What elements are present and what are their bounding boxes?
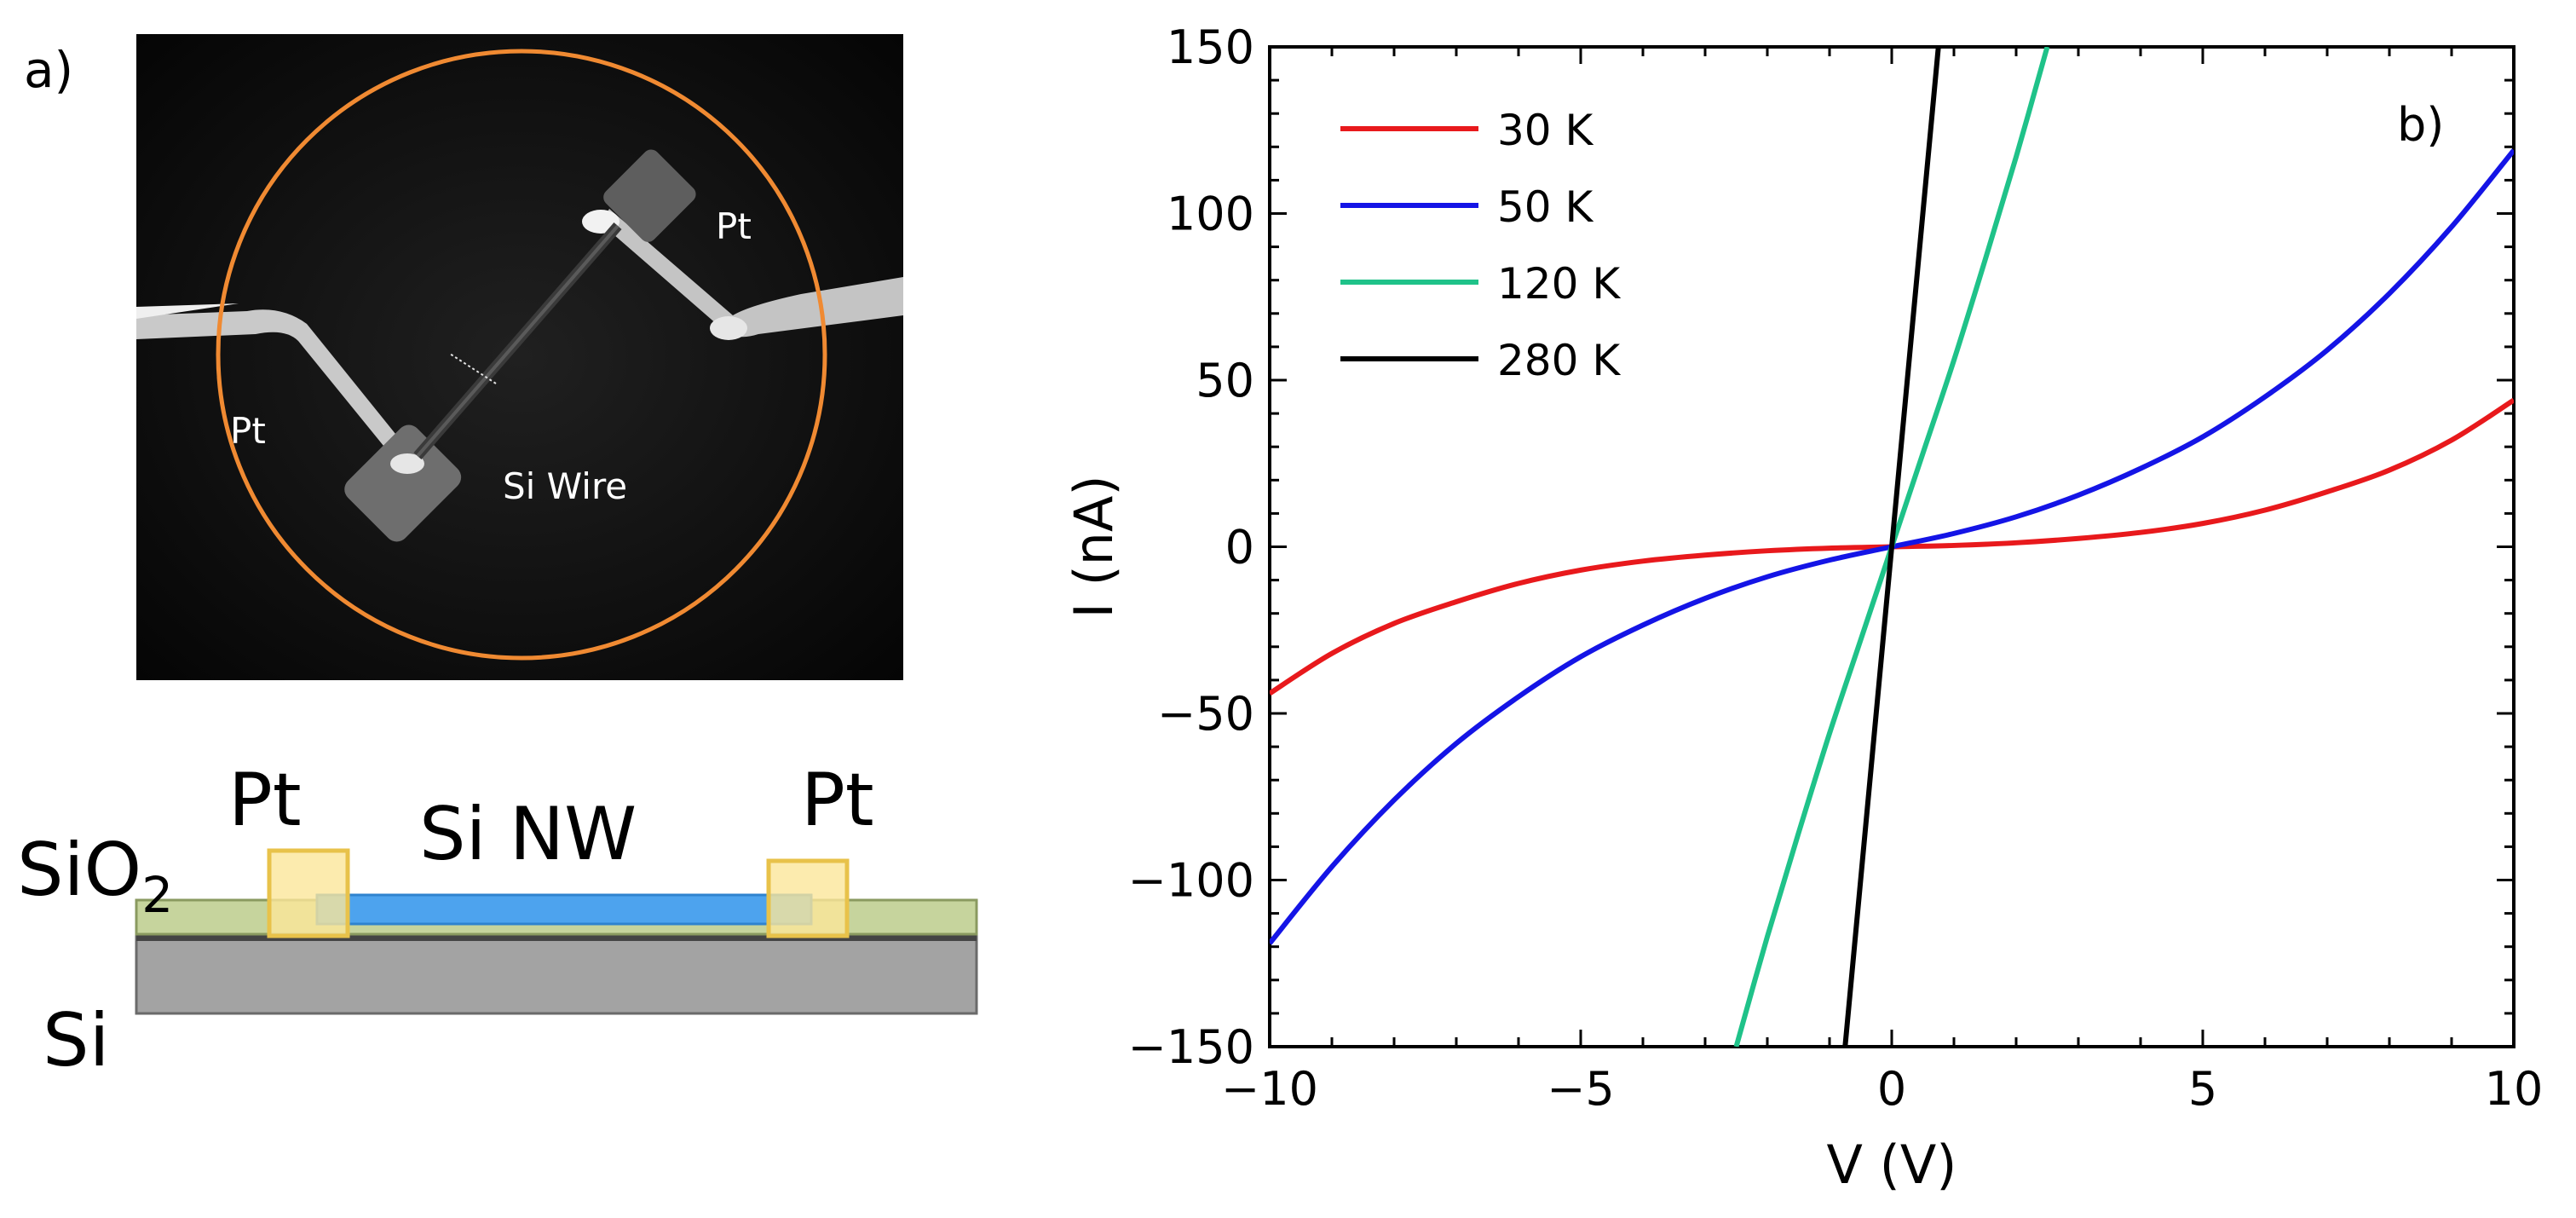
y-tick-label: 50: [1196, 354, 1254, 407]
left-lead: [136, 309, 413, 469]
legend-label: 30 K: [1497, 106, 1594, 155]
highlight-circle: [216, 49, 827, 661]
schematic-substrate-label: Si: [43, 998, 109, 1083]
x-tick-label: 5: [2188, 1062, 2217, 1116]
panel-b-label: b): [2397, 98, 2444, 152]
schematic-pt-left-label: Pt: [228, 758, 302, 843]
si-wire-core: [416, 224, 620, 458]
micrograph-background: [136, 34, 903, 680]
x-tick-label: −10: [1221, 1062, 1318, 1116]
micrograph-pt-right-label: Pt: [716, 205, 752, 247]
y-axis-label: I (nA): [1063, 475, 1125, 618]
x-tick-label: 10: [2485, 1062, 2544, 1116]
right-pad: [603, 149, 696, 242]
left-lead-highlight: [136, 303, 239, 319]
oxide-label-sub: 2: [141, 866, 173, 924]
x-axis-label: V (V): [1827, 1134, 1957, 1196]
legend-label: 50 K: [1497, 182, 1594, 232]
schematic-pt-right-label: Pt: [801, 758, 874, 843]
pt-contact-right: [766, 858, 850, 938]
schematic-oxide-label: SiO2: [17, 828, 173, 924]
y-tick-label: 150: [1167, 20, 1254, 74]
series-layer: [1270, 47, 2514, 1047]
si-substrate: [135, 931, 978, 1015]
pt-contact-left: [267, 848, 350, 938]
legend-layer: 30 K 50 K 120 K 280 K: [1340, 106, 1621, 385]
series-line-280-k: [1842, 47, 1941, 1047]
panel-a-label: a): [24, 41, 74, 99]
x-tick-label: −5: [1547, 1062, 1615, 1116]
y-tick-label: 0: [1225, 521, 1254, 574]
series-group: [1270, 47, 2514, 1047]
oxide-label-base: SiO: [17, 828, 141, 913]
si-nanowire: [315, 893, 813, 926]
micrograph-pt-left-label: Pt: [230, 410, 266, 452]
legend-label: 120 K: [1497, 259, 1621, 309]
y-tick-label: −100: [1128, 854, 1254, 908]
left-pad: [344, 424, 462, 542]
device-schematic: Pt Pt Si NW SiO2 Si: [0, 733, 1023, 1091]
iv-chart: −10 −5 0 5 10 −150 −100 −50 0 50 100 150 30 K 50 K 12…: [1023, 0, 2576, 1218]
sem-micrograph: Pt Pt Si Wire: [136, 34, 903, 680]
y-tick-label: −50: [1157, 687, 1254, 741]
left-lead-tip: [390, 453, 424, 474]
right-lead: [601, 209, 903, 338]
schematic-nanowire-label: Si NW: [419, 792, 637, 877]
micrograph-wire-label: Si Wire: [503, 465, 627, 507]
substrate-top-line: [136, 932, 977, 941]
right-lead-tip: [710, 316, 747, 340]
wire-pointer: [449, 353, 497, 384]
y-tick-label: 100: [1167, 188, 1254, 241]
x-tick-label: 0: [1877, 1062, 1906, 1116]
y-tick-label: −150: [1128, 1020, 1254, 1074]
legend-label: 280 K: [1497, 336, 1621, 385]
